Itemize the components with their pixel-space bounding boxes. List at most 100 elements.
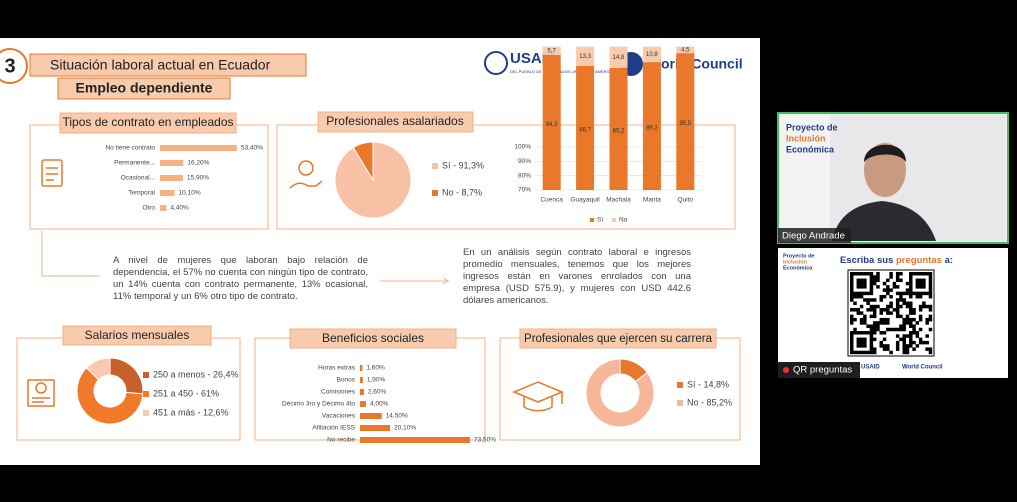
qr-module — [928, 291, 933, 296]
qr-module — [879, 308, 883, 312]
bar-value: 86,7 — [579, 127, 591, 133]
qr-module — [879, 317, 883, 322]
stacked-bar — [642, 46, 661, 63]
qr-module — [899, 298, 903, 302]
qr-module — [866, 324, 870, 328]
bar-value: 14,8 — [613, 55, 625, 61]
qr-module — [895, 311, 900, 315]
qr-module — [922, 278, 926, 283]
qr-module — [909, 324, 913, 328]
stacked-bar — [676, 46, 695, 54]
y-tick-label: 100% — [514, 144, 531, 151]
qr-modules — [850, 272, 933, 355]
qr-prompt-part: preguntas — [896, 255, 942, 266]
legend-swatch — [143, 410, 149, 416]
qr-module — [912, 291, 916, 296]
qr-module — [882, 321, 887, 325]
qr-module — [872, 314, 877, 319]
qr-module — [909, 278, 913, 283]
qr-module — [905, 350, 910, 355]
qr-tag-label: QR preguntas — [793, 365, 852, 376]
usaid-logo: USAID — [861, 365, 880, 371]
qr-module — [889, 294, 893, 299]
x-tick-label: Cuenca — [540, 197, 563, 204]
qr-module — [853, 327, 857, 332]
qr-module — [902, 350, 906, 355]
bar-value: 89,2 — [646, 126, 658, 132]
bar-label: No tiene contrato — [105, 145, 155, 152]
qr-module — [882, 347, 887, 351]
qr-module — [886, 291, 890, 296]
qr-module — [886, 285, 890, 289]
qr-module — [928, 294, 933, 299]
qr-module — [909, 334, 913, 338]
qr-module — [850, 288, 854, 292]
bar — [360, 365, 363, 371]
qr-module — [863, 314, 867, 319]
panel-title: Profesionales asalariados — [326, 114, 463, 128]
bar — [160, 145, 237, 151]
bar-label: Bonos — [337, 377, 356, 384]
qr-module — [869, 308, 874, 312]
qr-module — [869, 304, 874, 309]
qr-module — [863, 285, 867, 289]
qr-module — [850, 281, 854, 286]
qr-module — [866, 298, 870, 302]
qr-module — [876, 272, 880, 276]
qr-module — [856, 350, 861, 355]
qr-module — [886, 347, 890, 351]
qr-module — [895, 344, 900, 348]
bar — [160, 175, 183, 181]
qr-module — [863, 350, 867, 355]
qr-module — [856, 311, 861, 315]
legend-label: No — [619, 217, 628, 224]
qr-module — [928, 278, 933, 283]
bar-value: 4,00% — [370, 401, 389, 408]
qr-module — [863, 278, 867, 283]
qr-module — [909, 317, 913, 322]
bar-label: Décimo 3ro y Décimo 4to — [282, 401, 355, 408]
qr-module — [928, 314, 933, 319]
qr-module — [859, 294, 864, 299]
qr-module — [850, 294, 854, 299]
qr-module — [928, 285, 933, 289]
panel-title: Tipos de contrato en empleados — [63, 115, 234, 129]
qr-module — [856, 340, 861, 345]
legend-swatch — [677, 382, 683, 388]
qr-module — [853, 301, 857, 305]
qr-module — [863, 298, 867, 302]
qr-module — [895, 278, 900, 283]
qr-module — [895, 272, 900, 276]
qr-module — [928, 275, 933, 279]
qr-module — [872, 337, 877, 342]
qr-module — [918, 337, 923, 342]
project-name: Inclusión — [783, 259, 808, 265]
qr-module — [909, 281, 913, 286]
bar-value: 1,60% — [366, 365, 385, 372]
qr-module — [856, 294, 861, 299]
qr-module — [882, 281, 887, 286]
qr-module — [909, 304, 913, 309]
qr-module — [886, 308, 890, 312]
qr-module — [879, 344, 883, 348]
qr-module — [879, 298, 883, 302]
bar-label: No recibe — [327, 437, 355, 444]
qr-module — [879, 321, 883, 325]
qr-module — [863, 281, 867, 286]
qr-module — [886, 344, 890, 348]
qr-module — [928, 327, 933, 332]
qr-module — [856, 308, 861, 312]
qr-module — [850, 350, 854, 355]
qr-module — [928, 317, 933, 322]
qr-module — [928, 347, 933, 351]
qr-module — [856, 344, 861, 348]
qr-module — [895, 308, 900, 312]
qr-module — [859, 278, 864, 283]
qr-module — [850, 347, 854, 351]
qr-module — [872, 308, 877, 312]
qr-module — [869, 337, 874, 342]
qr-module — [876, 321, 880, 325]
qr-module — [859, 340, 864, 345]
qr-module — [869, 340, 874, 345]
qr-module — [909, 301, 913, 305]
